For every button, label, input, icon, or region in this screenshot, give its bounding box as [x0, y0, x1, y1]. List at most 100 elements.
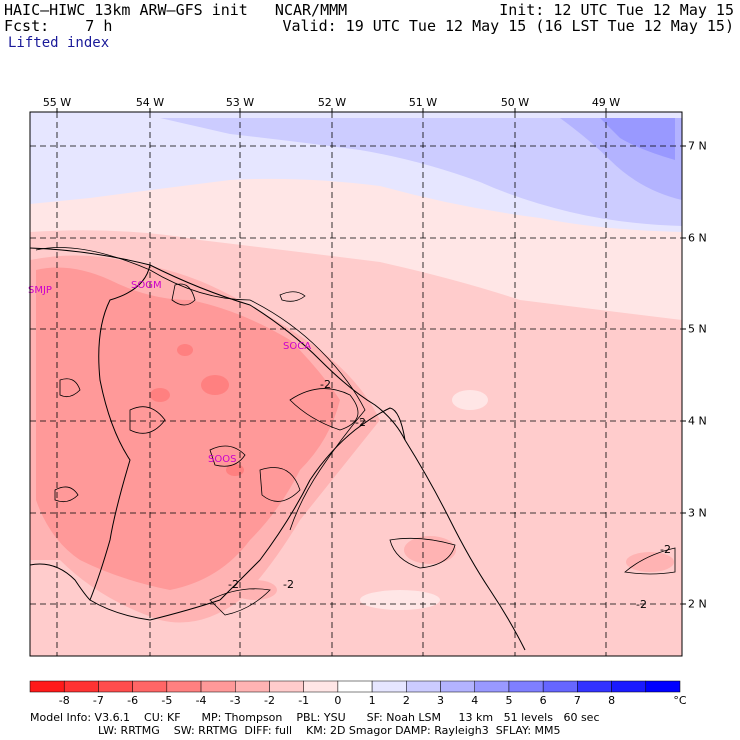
colorbar-swatch	[29, 680, 65, 693]
colorbar-swatch	[577, 680, 612, 693]
unstable-cell	[233, 580, 277, 600]
unstable-cell	[226, 464, 244, 476]
colorbar	[29, 680, 681, 693]
colorbar-swatch	[371, 680, 407, 693]
contour-line	[289, 388, 359, 431]
stable-region-mid	[160, 118, 682, 226]
colorbar-swatch	[269, 680, 304, 693]
colorbar-swatch	[406, 680, 441, 693]
coastline	[29, 247, 526, 651]
colorbar-tick-label: -5	[161, 694, 173, 707]
colorbar-tick-label: 4	[471, 694, 479, 707]
contour-label: -2	[228, 578, 239, 591]
colorbar-tick-label: 7	[573, 694, 581, 707]
map-frame	[29, 111, 683, 657]
colorbar-tick-label: 2	[402, 694, 410, 707]
contour-line	[54, 486, 79, 503]
colorbar-swatch	[303, 680, 339, 693]
colorbar-tick-label: -7	[92, 694, 104, 707]
lon-label-49w: 49 W	[591, 96, 621, 109]
colorbar-tick-label: -2	[263, 694, 275, 707]
lat-label-3n: 3 N	[688, 506, 707, 520]
contour-label: -2	[320, 378, 331, 391]
colorbar-swatch	[235, 680, 270, 693]
unstable-cell	[150, 388, 170, 402]
station-label: SOCA	[283, 341, 311, 352]
model-info-line2: LW: RRTMG SW: RRTMG DIFF: full KM: 2D Sm…	[98, 724, 561, 737]
unstable-region-strong	[36, 267, 340, 590]
contour-label-group: -2 -2 -2 -2 -2 -2	[228, 378, 671, 611]
lat-label-7n: 7 N	[688, 139, 707, 153]
model-info-line1: Model Info: V3.6.1 CU: KF MP: Thompson P…	[30, 711, 600, 724]
border-path	[29, 563, 91, 601]
colorbar-swatch	[63, 680, 99, 693]
contour-line	[59, 378, 81, 398]
contour-line	[171, 283, 196, 306]
station-label: SOGM	[131, 280, 162, 291]
colorbar-tick-label: -1	[298, 694, 310, 707]
stable-region-max	[600, 118, 675, 160]
lat-label-6n: 6 N	[688, 231, 707, 245]
lon-label-51w: 51 W	[408, 96, 438, 109]
lat-label-4n: 4 N	[688, 414, 707, 428]
contour-label: -2	[660, 543, 671, 556]
contour-line	[209, 445, 246, 467]
colorbar-swatch	[474, 680, 510, 693]
lon-label-54w: 54 W	[135, 96, 165, 109]
contour-line	[389, 537, 456, 569]
colorbar-swatch	[166, 680, 202, 693]
colorbar-swatch	[200, 680, 236, 693]
contour-line	[209, 588, 271, 616]
station-label: SOOS	[208, 454, 236, 465]
colorbar-tick-label: 8	[608, 694, 616, 707]
unstable-cell	[177, 344, 193, 356]
stable-pocket	[452, 390, 488, 410]
field-name: Lifted index	[8, 35, 110, 51]
lat-label-5n: 5 N	[688, 322, 707, 336]
border-path	[89, 264, 221, 621]
station-label: SMJP	[28, 285, 52, 296]
colorbar-unit: °C	[673, 694, 687, 707]
contour-line	[129, 406, 166, 434]
colorbar-tick-label: -6	[127, 694, 139, 707]
contour-line	[259, 467, 301, 502]
unstable-cell	[404, 536, 456, 564]
colorbar-tick-label: -8	[58, 694, 70, 707]
contour-lines	[35, 247, 676, 616]
lat-label-2n: 2 N	[688, 597, 707, 611]
graticule	[30, 112, 682, 656]
contour-line	[279, 291, 306, 302]
colorbar-swatch	[440, 680, 475, 693]
colorbar-tick-label: 3	[437, 694, 445, 707]
colorbar-tick-label: -4	[195, 694, 207, 707]
colorbar-tick-label: 5	[505, 694, 513, 707]
colorbar-swatch	[508, 680, 544, 693]
contour-label: -2	[636, 598, 647, 611]
contour-label: -2	[283, 578, 294, 591]
plot-title: HAIC–HIWC 13km ARW–GFS init NCAR/MMM	[4, 1, 348, 19]
colorbar-swatch	[542, 680, 578, 693]
colorbar-swatch	[98, 680, 133, 693]
contour-label: -2	[355, 416, 366, 429]
valid-time: Valid: 19 UTC Tue 12 May 15 (16 LST Tue …	[282, 17, 734, 35]
init-time: Init: 12 UTC Tue 12 May 15	[499, 1, 734, 19]
unstable-cell	[201, 375, 229, 395]
lon-label-50w: 50 W	[500, 96, 530, 109]
colorbar-tick-label: -3	[229, 694, 241, 707]
lon-label-52w: 52 W	[317, 96, 347, 109]
contour-line	[624, 547, 676, 575]
coastline-path	[29, 247, 526, 651]
stable-pocket	[360, 590, 440, 610]
lon-label-53w: 53 W	[225, 96, 255, 109]
colorbar-tick-label: 1	[368, 694, 376, 707]
border-path	[219, 407, 406, 601]
station-label-group: SMJP SOGM SOCA SOOS	[28, 280, 311, 465]
colorbar-swatch	[611, 680, 647, 693]
colorbar-swatch	[132, 680, 168, 693]
lon-label-55w: 55 W	[42, 96, 72, 109]
colorbar-swatch	[337, 680, 373, 693]
forecast-hour: Fcst: 7 h	[4, 17, 113, 35]
colorbar-tick-label: 0	[334, 694, 342, 707]
frame-ticks	[56, 108, 686, 605]
